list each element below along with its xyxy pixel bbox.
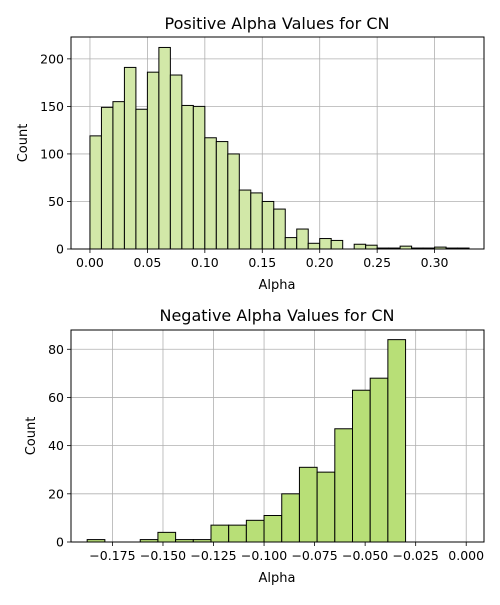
histogram-bar — [263, 515, 283, 543]
x-tick-label: 0.25 — [363, 255, 391, 270]
y-tick-label: 50 — [48, 194, 64, 209]
bars — [89, 46, 470, 250]
y-tick-label: 60 — [48, 390, 64, 405]
x-tick-label: −0.075 — [291, 548, 337, 563]
histogram-bar — [298, 466, 318, 543]
histogram-bar — [204, 137, 217, 250]
y-axis-label: Count — [24, 417, 39, 456]
histogram-bar — [261, 200, 275, 250]
bars — [86, 339, 407, 543]
histogram-bar — [273, 208, 286, 250]
x-axis-label: Alpha — [259, 571, 296, 586]
histogram-bar — [281, 493, 300, 543]
y-tick-label: 80 — [48, 342, 64, 357]
x-tick-label: 0.05 — [133, 255, 161, 270]
histogram-bar — [307, 242, 321, 250]
histogram-bar — [330, 239, 344, 250]
x-tick-label: −0.175 — [89, 548, 135, 563]
x-tick-label: 0.15 — [248, 255, 276, 270]
negative-alpha-histogram: Negative Alpha Values for CN Alpha Count… — [24, 306, 485, 586]
histogram-bar — [319, 238, 332, 250]
histogram-bar — [334, 428, 353, 543]
histogram-bar — [112, 101, 125, 250]
x-tick-label: −0.050 — [342, 548, 388, 563]
histogram-bar — [250, 192, 263, 250]
histogram-bar — [158, 46, 171, 250]
histogram-bar — [157, 531, 177, 543]
axes-frame — [70, 36, 485, 250]
histogram-bar — [228, 524, 247, 543]
histogram-bar — [146, 71, 160, 250]
y-axis-label: Count — [16, 124, 31, 163]
y-tick-label: 0 — [56, 535, 64, 550]
x-tick-label: −0.150 — [140, 548, 186, 563]
x-tick-label: 0.000 — [448, 548, 484, 563]
x-tick-label: 0.00 — [76, 255, 104, 270]
positive-alpha-histogram: Positive Alpha Values for CN Alpha Count… — [16, 14, 485, 293]
chart-title: Positive Alpha Values for CN — [165, 14, 390, 33]
histogram-bar — [284, 237, 298, 250]
x-ticks: 0.00 0.05 0.10 0.15 0.20 0.25 0.30 — [76, 249, 449, 270]
chart-title: Negative Alpha Values for CN — [159, 306, 394, 325]
histogram-bar — [365, 244, 378, 250]
x-tick-label: 0.10 — [191, 255, 219, 270]
y-ticks: 0 20 40 60 80 — [48, 342, 71, 550]
histogram-bar — [169, 74, 183, 250]
histogram-bar — [89, 135, 102, 250]
y-tick-label: 200 — [40, 51, 64, 66]
y-ticks: 0 50 100 150 200 — [40, 51, 71, 257]
x-axis-label: Alpha — [259, 278, 296, 293]
histogram-bar — [100, 106, 114, 250]
x-tick-label: 0.20 — [306, 255, 334, 270]
histogram-bar — [215, 141, 229, 250]
histogram-bar — [351, 389, 371, 543]
histogram-bar — [369, 377, 389, 543]
y-tick-label: 0 — [56, 242, 64, 257]
x-tick-label: −0.025 — [393, 548, 439, 563]
x-ticks: −0.175 −0.150 −0.125 −0.100 −0.075 −0.050 −0.0… — [89, 542, 484, 563]
histogram-bar — [353, 243, 367, 250]
y-tick-label: 20 — [48, 486, 64, 501]
histogram-bar — [192, 105, 206, 250]
x-tick-label: −0.125 — [190, 548, 236, 563]
y-tick-label: 40 — [48, 438, 64, 453]
histogram-bar — [245, 519, 265, 543]
grid-lines — [71, 37, 484, 250]
y-tick-label: 100 — [40, 146, 64, 161]
histogram-bar — [296, 228, 309, 250]
y-tick-label: 150 — [40, 99, 64, 114]
grid-lines — [71, 330, 484, 543]
histogram-bar — [123, 66, 137, 250]
histogram-bar — [238, 189, 252, 250]
histogram-bar — [210, 524, 230, 543]
histogram-bar — [135, 108, 148, 250]
x-tick-label: 0.30 — [421, 255, 449, 270]
axes-frame — [70, 329, 485, 543]
histogram-bar — [227, 153, 240, 250]
x-tick-label: −0.100 — [241, 548, 287, 563]
histogram-bar — [316, 471, 336, 543]
histogram-bar — [181, 104, 194, 250]
histogram-bar — [387, 339, 407, 543]
